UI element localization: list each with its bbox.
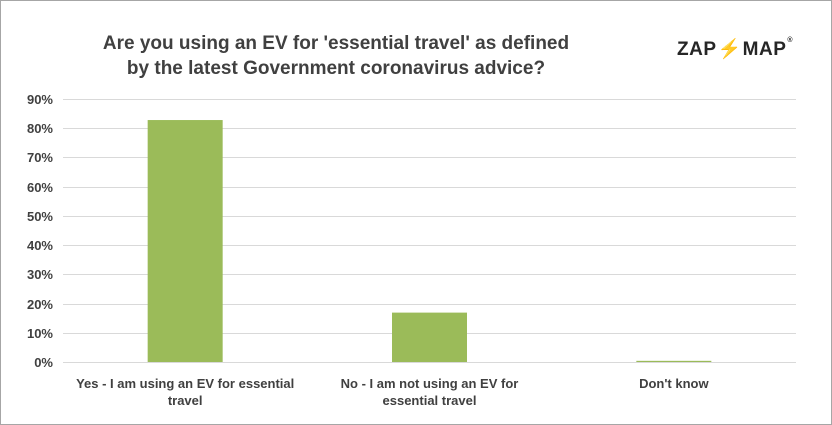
x-category-label-2-line-1: No - I am not using an EV for <box>341 376 519 391</box>
x-category-label-1-line-1: Yes - I am using an EV for essential <box>76 376 294 391</box>
y-tick-label-70: 70% <box>27 150 53 165</box>
logo-text-map: MAP <box>742 39 787 60</box>
chart-title-line-1: Are you using an EV for 'essential trave… <box>102 33 570 54</box>
y-tick-label-90: 90% <box>27 92 53 107</box>
bar-2 <box>392 312 467 362</box>
chart-title-line-2: by the latest Government coronavirus adv… <box>126 58 546 79</box>
lightning-bolt-icon: ⚡ <box>717 39 742 60</box>
y-tick-label-20: 20% <box>27 297 53 312</box>
y-tick-label-0: 0% <box>34 355 53 370</box>
bar-1 <box>147 120 223 362</box>
zapmap-logo: ZAP⚡MAP® <box>677 37 793 61</box>
chart-title: Are you using an EV for 'essential trave… <box>61 31 611 81</box>
y-tick-label-80: 80% <box>27 121 53 136</box>
x-category-label-2-line-2: essential travel <box>383 393 477 408</box>
y-tick-label-30: 30% <box>27 267 53 282</box>
logo-text-zap: ZAP <box>677 39 717 60</box>
registered-mark: ® <box>787 37 794 44</box>
y-tick-label-40: 40% <box>27 238 53 253</box>
x-category-label-1-line-2: travel <box>168 393 203 408</box>
x-category-label-3-line-1: Don't know <box>639 376 709 391</box>
bar-3 <box>636 360 712 362</box>
y-tick-label-60: 60% <box>27 180 53 195</box>
y-tick-label-50: 50% <box>27 209 53 224</box>
y-tick-label-10: 10% <box>27 326 53 341</box>
